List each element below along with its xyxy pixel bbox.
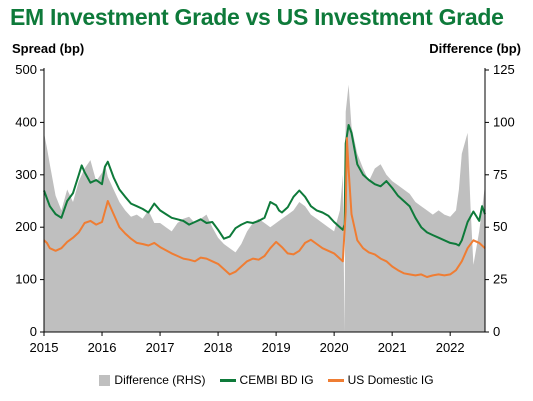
legend-item-cembi: CEMBI BD IG [219,373,314,387]
difference-area-group [44,84,485,332]
axes-group: 0 100 200 300 400 500 0 25 50 75 100 125 2015 2016 201… [15,62,514,355]
y-tick-right-label: 25 [493,272,507,287]
series-line-cembi [43,124,486,247]
legend-label-usig: US Domestic IG [347,373,434,387]
y-tick-left-label: 400 [15,114,37,129]
y-axis-label-right: Difference (bp) [429,41,521,56]
chart-legend: Difference (RHS) CEMBI BD IG US Domestic… [0,373,533,387]
y-tick-right-label: 0 [493,324,500,339]
y-tick-right-label: 50 [493,219,507,234]
y-axis-label-left: Spread (bp) [12,41,85,56]
y-tick-right-label: 75 [493,167,507,182]
x-tick-label: 2019 [262,340,291,355]
x-tick-label: 2022 [436,340,465,355]
y-tick-left-label: 300 [15,167,37,182]
x-tick-label: 2015 [30,340,59,355]
y-tick-left-label: 500 [15,62,37,77]
y-tick-right-label: 100 [493,114,515,129]
y-tick-right-label: 125 [493,62,515,77]
legend-swatch-usig [327,378,344,382]
legend-label-difference: Difference (RHS) [114,373,206,387]
x-tick-label: 2016 [88,340,117,355]
y-tick-left-label: 0 [30,324,37,339]
series-area-difference [44,84,485,332]
series-lines-group [43,124,486,278]
legend-item-usig: US Domestic IG [327,373,434,387]
y-tick-left-label: 100 [15,272,37,287]
legend-item-difference: Difference (RHS) [99,373,206,387]
legend-label-cembi: CEMBI BD IG [239,373,314,387]
x-tick-label: 2020 [320,340,349,355]
legend-swatch-cembi [219,378,236,382]
series-line-usig [43,137,486,278]
chart-title: EM Investment Grade vs US Investment Gra… [10,4,504,30]
y-tick-left-label: 200 [15,219,37,234]
x-tick-label: 2021 [378,340,407,355]
x-tick-label: 2017 [146,340,175,355]
x-tick-label: 2018 [204,340,233,355]
legend-swatch-difference [99,374,111,386]
